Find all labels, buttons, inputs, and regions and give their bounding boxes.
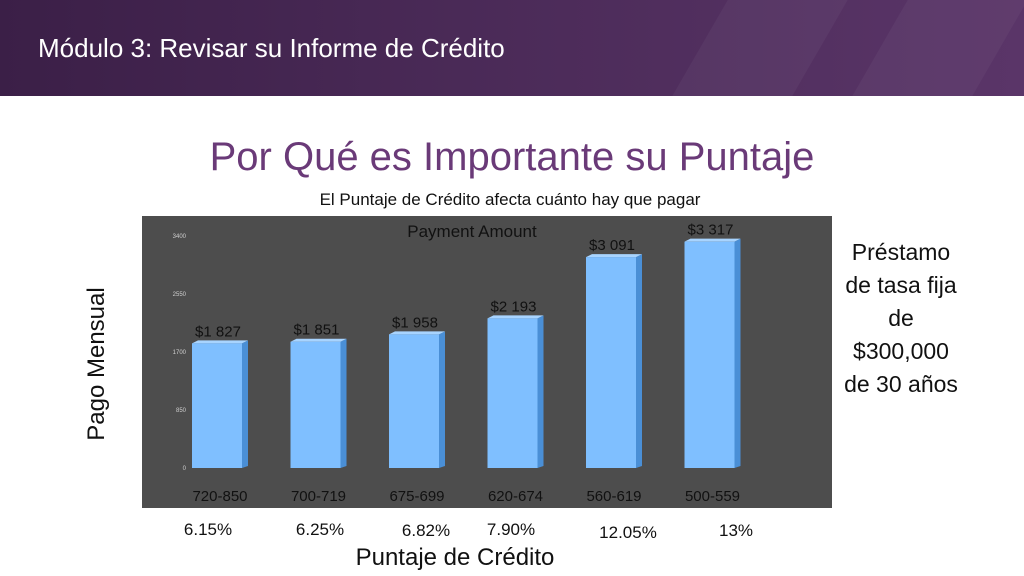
bar-value-label: $2 193	[491, 298, 537, 315]
loan-note-line: $300,000	[853, 338, 949, 364]
y-tick-label: 850	[176, 408, 187, 414]
legend-series-name: Payment Amount	[407, 222, 537, 241]
x-tick-label: 675-699	[389, 488, 444, 505]
chart-title: El Puntaje de Crédito afecta cuánto hay …	[319, 190, 701, 209]
loan-note: Préstamo de tasa fija de $300,000 de 30 …	[828, 236, 974, 401]
bar-value-label: $1 827	[195, 323, 241, 340]
bar-side	[734, 238, 741, 468]
y-axis-label: Pago Mensual	[83, 287, 110, 441]
bar-value-label: $3 091	[589, 237, 635, 254]
bar-top	[389, 331, 445, 335]
x-tick-label: 720-850	[192, 488, 247, 505]
bar-value-label: $3 317	[688, 222, 734, 239]
header-band	[0, 0, 1024, 96]
y-tick-label: 3400	[173, 234, 187, 240]
bar-side	[340, 338, 347, 468]
bar	[586, 257, 636, 468]
loan-note-line: de 30 años	[844, 371, 958, 397]
bar	[290, 341, 341, 468]
loan-note-line: Préstamo	[851, 239, 951, 265]
module-title: Módulo 3: Revisar su Informe de Crédito	[38, 33, 505, 63]
bar-top	[487, 315, 544, 319]
y-tick-label: 2550	[173, 292, 187, 298]
x-tick-label: 560-619	[586, 488, 641, 505]
bar-value-label: $1 958	[392, 314, 438, 331]
interest-rate-label: 13%	[718, 521, 754, 540]
loan-note-line: de tasa fija	[845, 272, 957, 298]
bar-top	[684, 238, 741, 242]
interest-rate-label: 7.90%	[486, 520, 536, 539]
y-tick-label: 0	[183, 466, 187, 472]
slide-title: Por Qué es Importante su Puntaje	[209, 135, 815, 179]
bar	[487, 318, 538, 468]
bar-side	[537, 315, 544, 468]
bar-side	[636, 254, 642, 468]
x-tick-label: 500-559	[685, 488, 740, 505]
loan-note-line: de	[888, 305, 914, 331]
bar-top	[192, 340, 248, 344]
bar-side	[242, 340, 248, 468]
interest-rate-label: 6.82%	[401, 521, 451, 540]
interest-rate-label: 6.15%	[183, 520, 233, 539]
x-tick-label: 700-719	[291, 488, 346, 505]
bar-side	[439, 331, 445, 468]
interest-rate-label: 6.25%	[295, 520, 345, 539]
bar-top	[290, 338, 347, 342]
bar-value-label: $1 851	[294, 322, 340, 339]
x-axis-label: Puntaje de Crédito	[355, 544, 555, 571]
bar	[389, 334, 439, 468]
bar	[192, 343, 242, 468]
bar-top	[586, 254, 642, 258]
bar-chart: 3400 2550 1700 850 0 Payment Amount $1 827 720-…	[142, 216, 832, 508]
y-tick-label: 1700	[173, 350, 187, 356]
x-tick-label: 620-674	[488, 488, 543, 505]
interest-rate-label: 12.05%	[599, 523, 657, 542]
bar	[684, 241, 735, 468]
